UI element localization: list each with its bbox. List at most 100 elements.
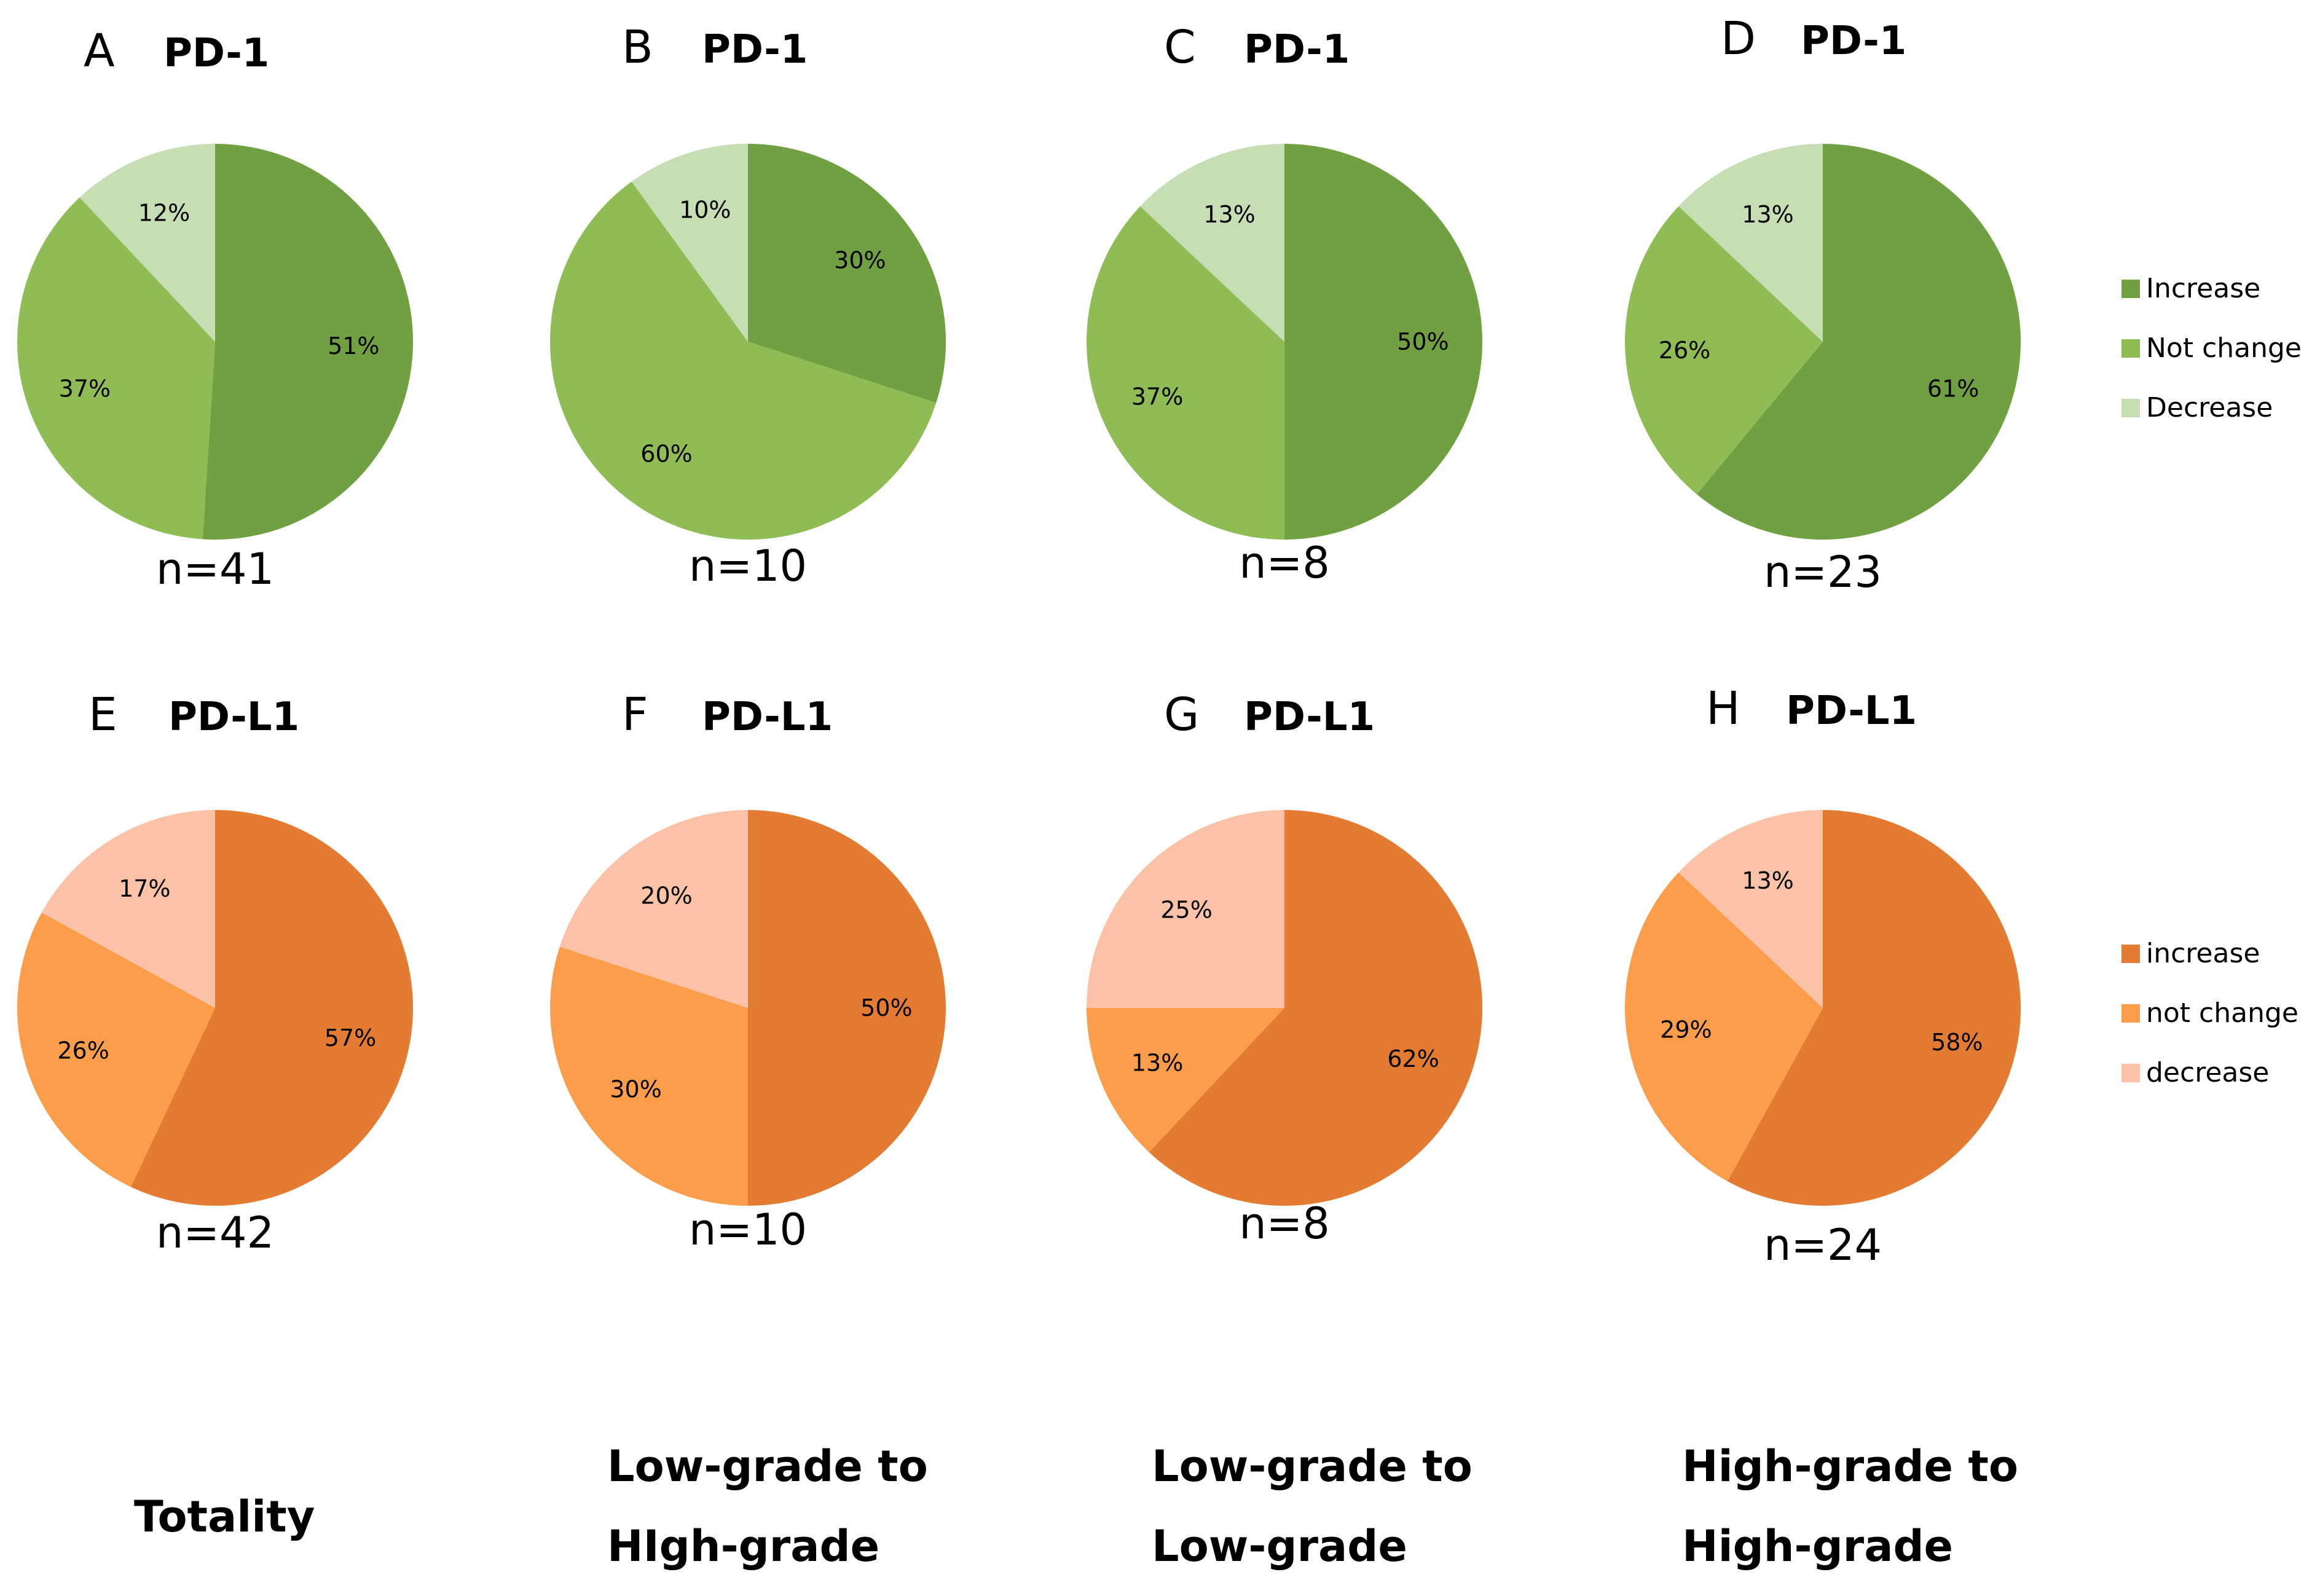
slice-label-increase: 62% <box>1387 1045 1439 1072</box>
pie-chart-g: G PD-L1 62% 13% 25% n=8 <box>1087 688 1483 1249</box>
sample-size-label: n=10 <box>689 541 807 591</box>
pie-slice-decrease <box>631 144 748 342</box>
pie-slice-decrease <box>1678 810 1823 1008</box>
panel-letter: C <box>1164 21 1196 74</box>
slice-label-not-change: 60% <box>640 440 692 467</box>
slice-label-decrease: 13% <box>1742 201 1793 228</box>
sample-size-label: n=41 <box>156 544 274 594</box>
pie-slice-not-change <box>549 181 937 540</box>
slice-label-increase: 30% <box>834 247 886 274</box>
pie-slice-increase <box>130 810 414 1206</box>
sample-size-label: n=10 <box>689 1205 807 1255</box>
column-caption-line: Low-grade <box>1152 1521 1407 1571</box>
legend-pd-l1: increase not change decrease <box>2121 938 2298 1088</box>
slice-label-increase: 50% <box>1397 328 1449 355</box>
legend-swatch-not-change <box>2121 1004 2140 1023</box>
slice-label-not-change: 37% <box>59 375 111 402</box>
pie-chart-a: A PD-1 51% 37% 12% n=41 <box>17 25 414 594</box>
pie-chart-c: C PD-1 50% 37% 13% n=8 <box>1087 21 1482 588</box>
legend-label-not-change: Not change <box>2146 332 2302 364</box>
slice-label-not-change: 26% <box>1659 337 1710 364</box>
panel-letter: H <box>1706 682 1740 735</box>
legend-swatch-increase <box>2121 945 2140 963</box>
panel-title: PD-1 <box>163 31 269 76</box>
pie-slice-increase <box>1149 810 1483 1206</box>
pie-chart-e: E PD-L1 57% 26% 17% n=42 <box>17 688 414 1258</box>
column-caption: High-grade to High-grade <box>1682 1441 2018 1571</box>
pie-slice-decrease <box>1087 810 1284 1008</box>
legend-label-increase: Increase <box>2146 273 2260 304</box>
legend-swatch-decrease <box>2121 1064 2140 1082</box>
panel-title: PD-1 <box>1244 27 1350 73</box>
pie-slice-increase <box>1696 144 2021 540</box>
pie-slice-not-change <box>17 197 215 540</box>
legend-label-not-change: not change <box>2146 997 2298 1029</box>
pie-slice-increase <box>202 143 414 540</box>
panel-letter: G <box>1164 688 1199 741</box>
panel-title: PD-1 <box>1801 18 1906 64</box>
column-caption: Low-grade to HIgh-grade <box>607 1441 928 1571</box>
sample-size-label: n=42 <box>156 1208 274 1258</box>
column-caption-line: HIgh-grade <box>607 1521 879 1571</box>
slice-label-decrease: 25% <box>1160 897 1212 924</box>
panel-title: PD-L1 <box>702 694 833 740</box>
pie-chart-f: F PD-L1 50% 30% 20% n=10 <box>550 688 946 1255</box>
legend-pd-1: Increase Not change Decrease <box>2121 273 2302 423</box>
panel-title: PD-L1 <box>1244 694 1375 740</box>
slice-label-increase: 51% <box>328 332 379 360</box>
pie-chart-h: H PD-L1 58% 29% 13% n=24 <box>1625 682 2021 1270</box>
sample-size-label: n=8 <box>1239 1198 1330 1249</box>
pie-slice-increase <box>748 144 946 403</box>
sample-size-label: n=23 <box>1764 547 1882 597</box>
column-caption: Low-grade to Low-grade <box>1152 1441 1473 1571</box>
slice-label-decrease: 10% <box>679 197 731 224</box>
pie-slice-not-change <box>1087 1008 1284 1152</box>
pie-slice-not-change <box>550 946 748 1206</box>
pie-chart-d: D PD-1 61% 26% 13% n=23 <box>1624 12 2021 597</box>
column-caption: Totality <box>134 1492 315 1542</box>
slice-label-not-change: 37% <box>1131 383 1183 411</box>
legend-swatch-not-change <box>2121 339 2140 358</box>
pie-slice-not-change <box>1625 872 1823 1182</box>
slice-label-not-change: 30% <box>610 1076 661 1103</box>
pie-slice-decrease <box>1678 144 1823 342</box>
pie-slice-decrease <box>559 809 748 1008</box>
pie-slice-increase <box>748 810 946 1206</box>
pie-slice-not-change <box>1624 206 1823 495</box>
column-caption-line: Low-grade to <box>607 1441 928 1492</box>
legend-swatch-increase <box>2121 280 2140 298</box>
pie-slice-decrease <box>41 810 215 1008</box>
column-caption-line: High-grade <box>1682 1521 1953 1571</box>
pie-slice-not-change <box>17 912 215 1187</box>
column-caption-line: Low-grade to <box>1152 1441 1473 1492</box>
slice-label-increase: 50% <box>860 994 912 1021</box>
pie-slice-decrease <box>1140 144 1284 342</box>
slice-label-decrease: 20% <box>640 883 692 910</box>
slice-label-not-change: 26% <box>57 1037 109 1064</box>
slice-label-decrease: 13% <box>1203 201 1255 228</box>
slice-label-increase: 61% <box>1927 375 1979 402</box>
panel-title: PD-1 <box>702 27 808 73</box>
panel-letter: D <box>1721 12 1756 65</box>
legend-label-increase: increase <box>2146 938 2260 969</box>
pie-slice-increase <box>1284 144 1482 540</box>
slice-label-decrease: 17% <box>119 875 170 902</box>
legend-label-decrease: decrease <box>2146 1057 2269 1088</box>
slice-label-increase: 57% <box>324 1024 376 1052</box>
panel-letter: E <box>88 688 117 741</box>
panel-letter: A <box>84 25 115 77</box>
pie-slice-decrease <box>79 144 215 342</box>
slice-label-not-change: 29% <box>1660 1016 1712 1043</box>
slice-label-not-change: 13% <box>1131 1050 1183 1077</box>
panel-title: PD-L1 <box>1786 688 1917 734</box>
pie-slice-not-change <box>1087 206 1284 540</box>
sample-size-label: n=24 <box>1764 1220 1882 1270</box>
panel-title: PD-L1 <box>168 694 299 740</box>
sample-size-label: n=8 <box>1239 538 1330 588</box>
slice-label-decrease: 12% <box>138 199 190 226</box>
panel-letter: F <box>622 688 648 741</box>
slice-label-decrease: 13% <box>1742 867 1793 894</box>
pie-chart-b: B PD-1 30% 60% 10% n=10 <box>549 21 946 591</box>
slice-label-increase: 58% <box>1931 1029 1983 1056</box>
